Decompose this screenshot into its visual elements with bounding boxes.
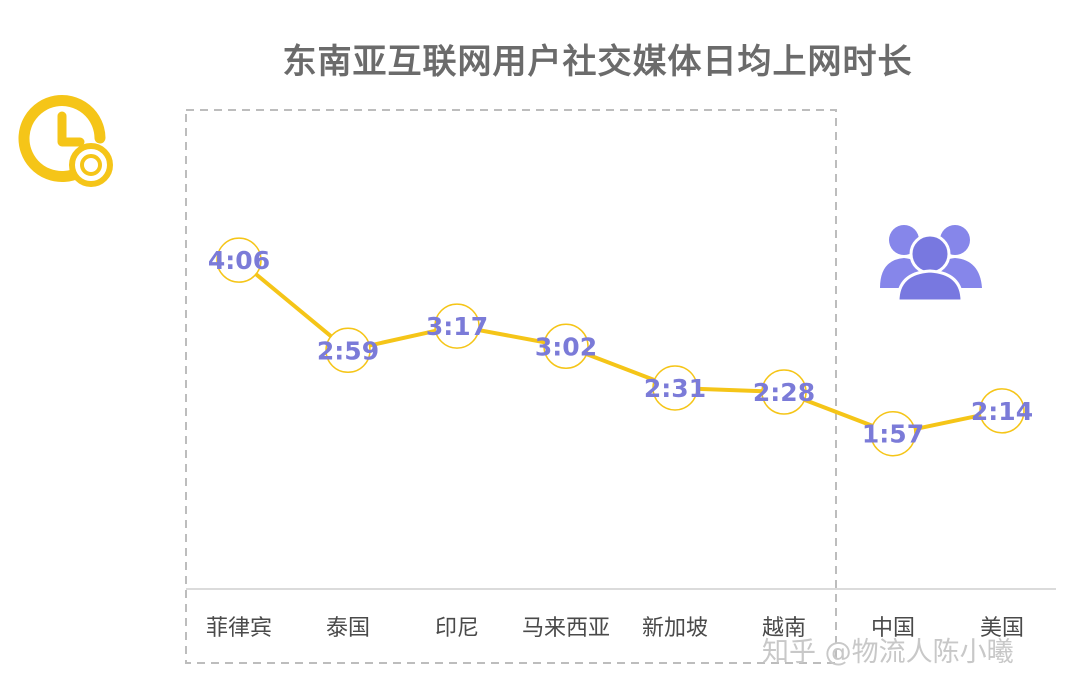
data-label: 3:02 bbox=[535, 332, 597, 361]
data-point-marker bbox=[434, 303, 480, 349]
data-label: 2:28 bbox=[753, 378, 815, 407]
data-label: 2:14 bbox=[971, 397, 1033, 426]
data-point-marker bbox=[216, 237, 262, 283]
data-label: 2:59 bbox=[317, 336, 379, 365]
data-label: 3:17 bbox=[426, 312, 488, 341]
data-point-marker bbox=[543, 323, 589, 370]
x-tick-label: 美国 bbox=[980, 616, 1024, 641]
x-tick-label: 印尼 bbox=[435, 616, 479, 641]
chart-title: 东南亚互联网用户社交媒体日均上网时长 bbox=[282, 42, 913, 82]
watermark: 知乎 @物流人陈小曦 bbox=[762, 637, 1014, 668]
data-point-marker bbox=[325, 327, 371, 374]
highlight-region bbox=[185, 109, 837, 664]
data-point-marker bbox=[652, 365, 698, 411]
x-tick-label: 马来西亚 bbox=[522, 616, 610, 641]
users-group-icon bbox=[880, 225, 982, 303]
x-tick-label: 中国 bbox=[871, 616, 915, 641]
clock-coin-icon bbox=[18, 95, 113, 187]
x-tick-label: 泰国 bbox=[326, 616, 370, 641]
data-point-marker bbox=[870, 410, 916, 457]
x-tick-label: 新加坡 bbox=[642, 616, 708, 641]
data-label: 2:31 bbox=[644, 374, 706, 403]
data-label: 4:06 bbox=[208, 246, 270, 275]
data-point-marker bbox=[761, 369, 807, 415]
data-point-marker bbox=[979, 388, 1025, 434]
x-tick-label: 菲律宾 bbox=[206, 616, 272, 641]
data-label: 1:57 bbox=[862, 420, 924, 449]
x-tick-label: 越南 bbox=[762, 616, 806, 641]
